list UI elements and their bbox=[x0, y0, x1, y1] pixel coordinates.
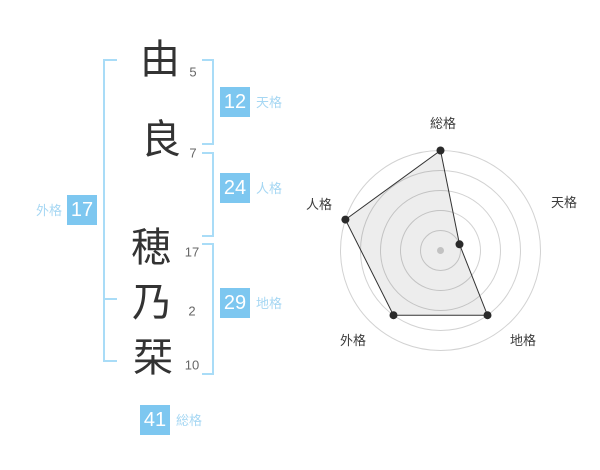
stroke-count-3: 17 bbox=[184, 244, 200, 260]
radar-point bbox=[455, 240, 464, 249]
name-char-4: 乃 bbox=[132, 281, 172, 325]
chikaku-label: 地格 bbox=[256, 296, 283, 311]
radar-chart-svg bbox=[340, 146, 541, 351]
jinkaku-bracket bbox=[212, 152, 214, 237]
radar-point bbox=[483, 311, 492, 320]
jinkaku-bracket-tick-top bbox=[202, 152, 214, 154]
tenkaku-bracket-tick-top bbox=[202, 59, 214, 61]
sotokaku-label: 外格 bbox=[36, 203, 63, 218]
radar-polygon bbox=[344, 149, 489, 316]
radar-chart bbox=[300, 100, 600, 380]
jinkaku-bracket-tick-bottom bbox=[202, 235, 214, 237]
stroke-count-2: 7 bbox=[189, 145, 197, 161]
tenkaku-bracket bbox=[212, 59, 214, 145]
radar-ring bbox=[380, 190, 501, 311]
sotokaku-bracket-tick-bottom bbox=[103, 360, 117, 362]
sotokaku-bracket-tick-mid bbox=[103, 298, 117, 300]
radar-axis-label-soukaku: 総格 bbox=[429, 116, 456, 131]
radar-axis-label-jinkaku: 人格 bbox=[305, 197, 332, 212]
radar-point bbox=[436, 146, 445, 155]
radar-axis-label-chikaku: 地格 bbox=[509, 333, 536, 348]
sotokaku-bracket-tick-top bbox=[103, 59, 117, 61]
stroke-count-4: 2 bbox=[188, 303, 196, 319]
stroke-count-1: 5 bbox=[189, 64, 197, 80]
name-char-1: 由 bbox=[140, 38, 180, 82]
chikaku-value-badge: 29 bbox=[220, 288, 250, 318]
chikaku-bracket bbox=[212, 243, 214, 375]
radar-point bbox=[389, 311, 398, 320]
soukaku-value-badge: 41 bbox=[140, 405, 170, 435]
stroke-count-5: 10 bbox=[184, 357, 200, 373]
chikaku-bracket-tick-top bbox=[202, 243, 214, 245]
radar-ring bbox=[400, 210, 481, 291]
radar-point bbox=[341, 215, 350, 224]
sotokaku-bracket bbox=[103, 59, 105, 362]
chikaku-bracket-tick-bottom bbox=[202, 373, 214, 375]
radar-ring bbox=[420, 230, 461, 271]
radar-axis-label-tenkaku: 天格 bbox=[550, 195, 577, 210]
tenkaku-bracket-tick-bottom bbox=[202, 143, 214, 145]
radar-axis-label-sotokaku: 外格 bbox=[339, 333, 366, 348]
radar-center-dot bbox=[437, 247, 444, 254]
tenkaku-label: 天格 bbox=[256, 95, 283, 110]
jinkaku-value-badge: 24 bbox=[220, 173, 250, 203]
name-char-5: 栞 bbox=[133, 336, 173, 380]
name-char-2: 良 bbox=[141, 118, 181, 162]
sotokaku-value-badge: 17 bbox=[67, 195, 97, 225]
soukaku-label: 総格 bbox=[176, 413, 203, 428]
tenkaku-value-badge: 12 bbox=[220, 87, 250, 117]
jinkaku-label: 人格 bbox=[256, 181, 283, 196]
name-char-3: 穂 bbox=[131, 226, 171, 270]
